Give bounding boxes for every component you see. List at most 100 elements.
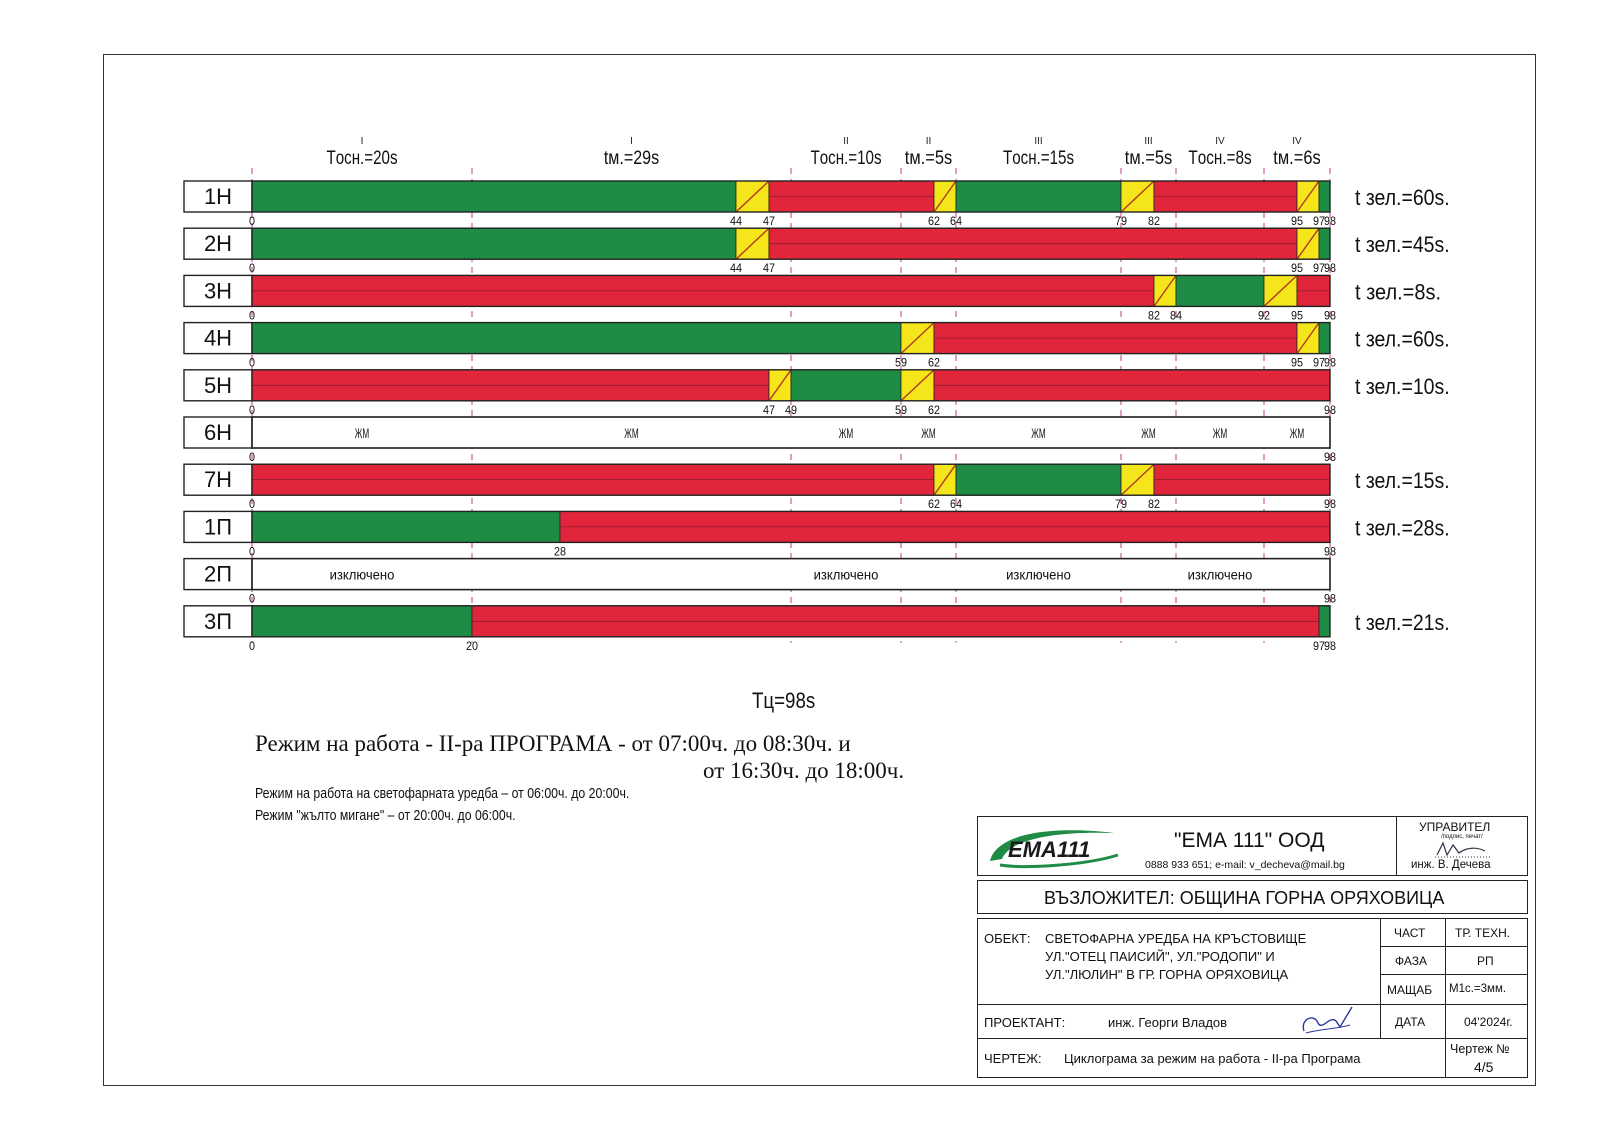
mode-title: Режим на работа - II-ра ПРОГРАМА - от 07… <box>255 730 904 784</box>
time-tick-label: 98 <box>1324 639 1336 653</box>
date-label-cell: ДАТА <box>1380 1004 1447 1040</box>
time-tick-label: 64 <box>950 214 962 228</box>
phase-header-label: tм.=5s <box>1125 148 1172 169</box>
time-tick-label: 98 <box>1324 403 1336 417</box>
designer-cell: ПРОЕКТАНТ: инж. Георги Владов <box>977 1004 1382 1040</box>
signal-bar-outline <box>251 605 1331 638</box>
phase-value: РП <box>1477 954 1494 968</box>
time-tick-label: 97 <box>1313 639 1325 653</box>
designer-label: ПРОЕКТАНТ: <box>984 1015 1066 1030</box>
time-tick-label: 95 <box>1291 261 1303 275</box>
signal-bar-outline <box>251 274 1331 308</box>
time-tick-label: 98 <box>1324 308 1336 322</box>
sheet-cell: Чертеж № 4/5 <box>1445 1038 1528 1078</box>
time-tick-label: 59 <box>895 403 907 417</box>
signal-label: 5Н <box>204 373 232 398</box>
phase-header-roman: II <box>926 136 932 147</box>
time-tick-label: 28 <box>554 544 566 558</box>
signal-segment-green <box>1318 227 1331 260</box>
amber-diagonal <box>1153 274 1177 307</box>
segment-note: ЖМ <box>921 425 935 441</box>
time-tick-label: 98 <box>1324 261 1336 275</box>
time-tick-label: 0 <box>249 544 255 558</box>
phase-header-roman: I <box>361 136 364 147</box>
time-tick-label: 44 <box>730 214 742 228</box>
green-time-label: t зел.=8s. <box>1355 279 1441 304</box>
drawing-cell: ЧЕРТЕЖ: Циклограма за режим на работа - … <box>977 1038 1447 1078</box>
phase-value-cell: РП <box>1445 946 1528 976</box>
time-tick-label: 0 <box>249 356 255 370</box>
time-tick-label: 64 <box>950 497 962 511</box>
drawing-label: ЧЕРТЕЖ: <box>984 1051 1042 1066</box>
svg-text:ЕМА111: ЕМА111 <box>1008 837 1090 862</box>
time-tick-label: 98 <box>1324 544 1336 558</box>
client-cell: ВЪЗЛОЖИТЕЛ: ОБЩИНА ГОРНА ОРЯХОВИЦА <box>977 880 1528 914</box>
time-tick-label: 62 <box>928 497 940 511</box>
amber-diagonal <box>1296 227 1320 260</box>
time-tick-label: 97 <box>1313 356 1325 370</box>
segment-note: ЖМ <box>1141 425 1155 441</box>
phase-header-roman: III <box>1034 136 1042 147</box>
green-time-label: t зел.=28s. <box>1355 515 1450 540</box>
segment-note: ЖМ <box>839 425 853 441</box>
signal-segment-green <box>790 369 902 402</box>
signal-segment-green <box>955 463 1122 496</box>
company-name: "ЕМА 111" ООД <box>1174 829 1325 852</box>
mode-title-line2: от 16:30ч. до 18:00ч. <box>703 758 905 783</box>
time-tick-label: 49 <box>785 403 797 417</box>
time-tick-label: 95 <box>1291 308 1303 322</box>
green-time-label: t зел.=15s. <box>1355 468 1450 493</box>
signal-row-7Н: 7Н 0 62 64 79 82 98 t зел.=15s. <box>183 463 1450 511</box>
signal-segment-green <box>955 180 1122 213</box>
signal-label: 3П <box>204 609 232 634</box>
time-tick-label: 59 <box>895 356 907 370</box>
phase-header-label: tм.=5s <box>905 148 952 169</box>
time-tick-label: 98 <box>1324 592 1336 606</box>
signal-label: 6Н <box>204 420 232 445</box>
signal-bar-outline <box>251 416 1331 449</box>
phase-header-label: Tосн.=8s <box>1188 148 1251 169</box>
designer-signature <box>1302 1006 1353 1034</box>
mode-title-line1: Режим на работа - II-ра ПРОГРАМА - от 07… <box>255 731 851 756</box>
signal-label-box <box>183 369 253 402</box>
signal-label-box <box>183 321 253 355</box>
scale-label: МАЩАБ <box>1387 983 1433 997</box>
client: ВЪЗЛОЖИТЕЛ: ОБЩИНА ГОРНА ОРЯХОВИЦА <box>1044 888 1445 908</box>
signal-segment-green <box>251 227 737 260</box>
segment-note: ЖМ <box>1213 425 1227 441</box>
signal-segment-green <box>251 180 737 213</box>
phase-header-label: tм.=6s <box>1273 148 1320 169</box>
signal-bar-outline <box>251 463 1331 496</box>
amber-diagonal <box>1263 274 1298 307</box>
signal-segment-off <box>251 557 1331 591</box>
time-tick-label: 62 <box>928 214 940 228</box>
phase-header-roman: I <box>630 136 633 147</box>
signal-bar-outline <box>251 321 1331 355</box>
time-tick-label: 84 <box>1170 308 1182 322</box>
time-tick-label: 62 <box>928 403 940 417</box>
phase-header-label: tм.=29s <box>604 148 659 169</box>
date-value: 04'2024г. <box>1464 1015 1513 1029</box>
segment-note: ЖМ <box>624 425 638 441</box>
signal-label-box <box>183 416 253 449</box>
phase-header-label: Tосн.=10s <box>810 148 881 169</box>
signal-segment-green <box>1318 180 1331 213</box>
manager-cell: УПРАВИТЕЛ /подпис, печат/ инж. В. Дечева <box>1396 816 1528 876</box>
time-tick-label: 47 <box>763 261 775 275</box>
part-label-cell: ЧАСТ <box>1380 918 1447 948</box>
signal-label-box <box>183 180 253 213</box>
signal-segment-green <box>1318 605 1331 638</box>
signal-segment-green <box>251 322 902 355</box>
company-logo: ЕМА111 <box>990 830 1119 869</box>
mode-note-operation: Режим на работа на светофарната уредба –… <box>255 785 630 802</box>
part-value-cell: ТР. ТЕХН. <box>1445 918 1528 948</box>
phase-header-roman: IV <box>1215 136 1225 147</box>
signal-label: 2П <box>204 562 232 587</box>
time-tick-label: 0 <box>249 592 255 606</box>
amber-diagonal <box>735 227 770 260</box>
phase-header-label: Tосн.=20s <box>326 148 397 169</box>
signal-label-box <box>183 274 253 308</box>
mode-note-flashing: Режим "жълто мигане" – от 20:00ч. до 06:… <box>255 807 516 824</box>
